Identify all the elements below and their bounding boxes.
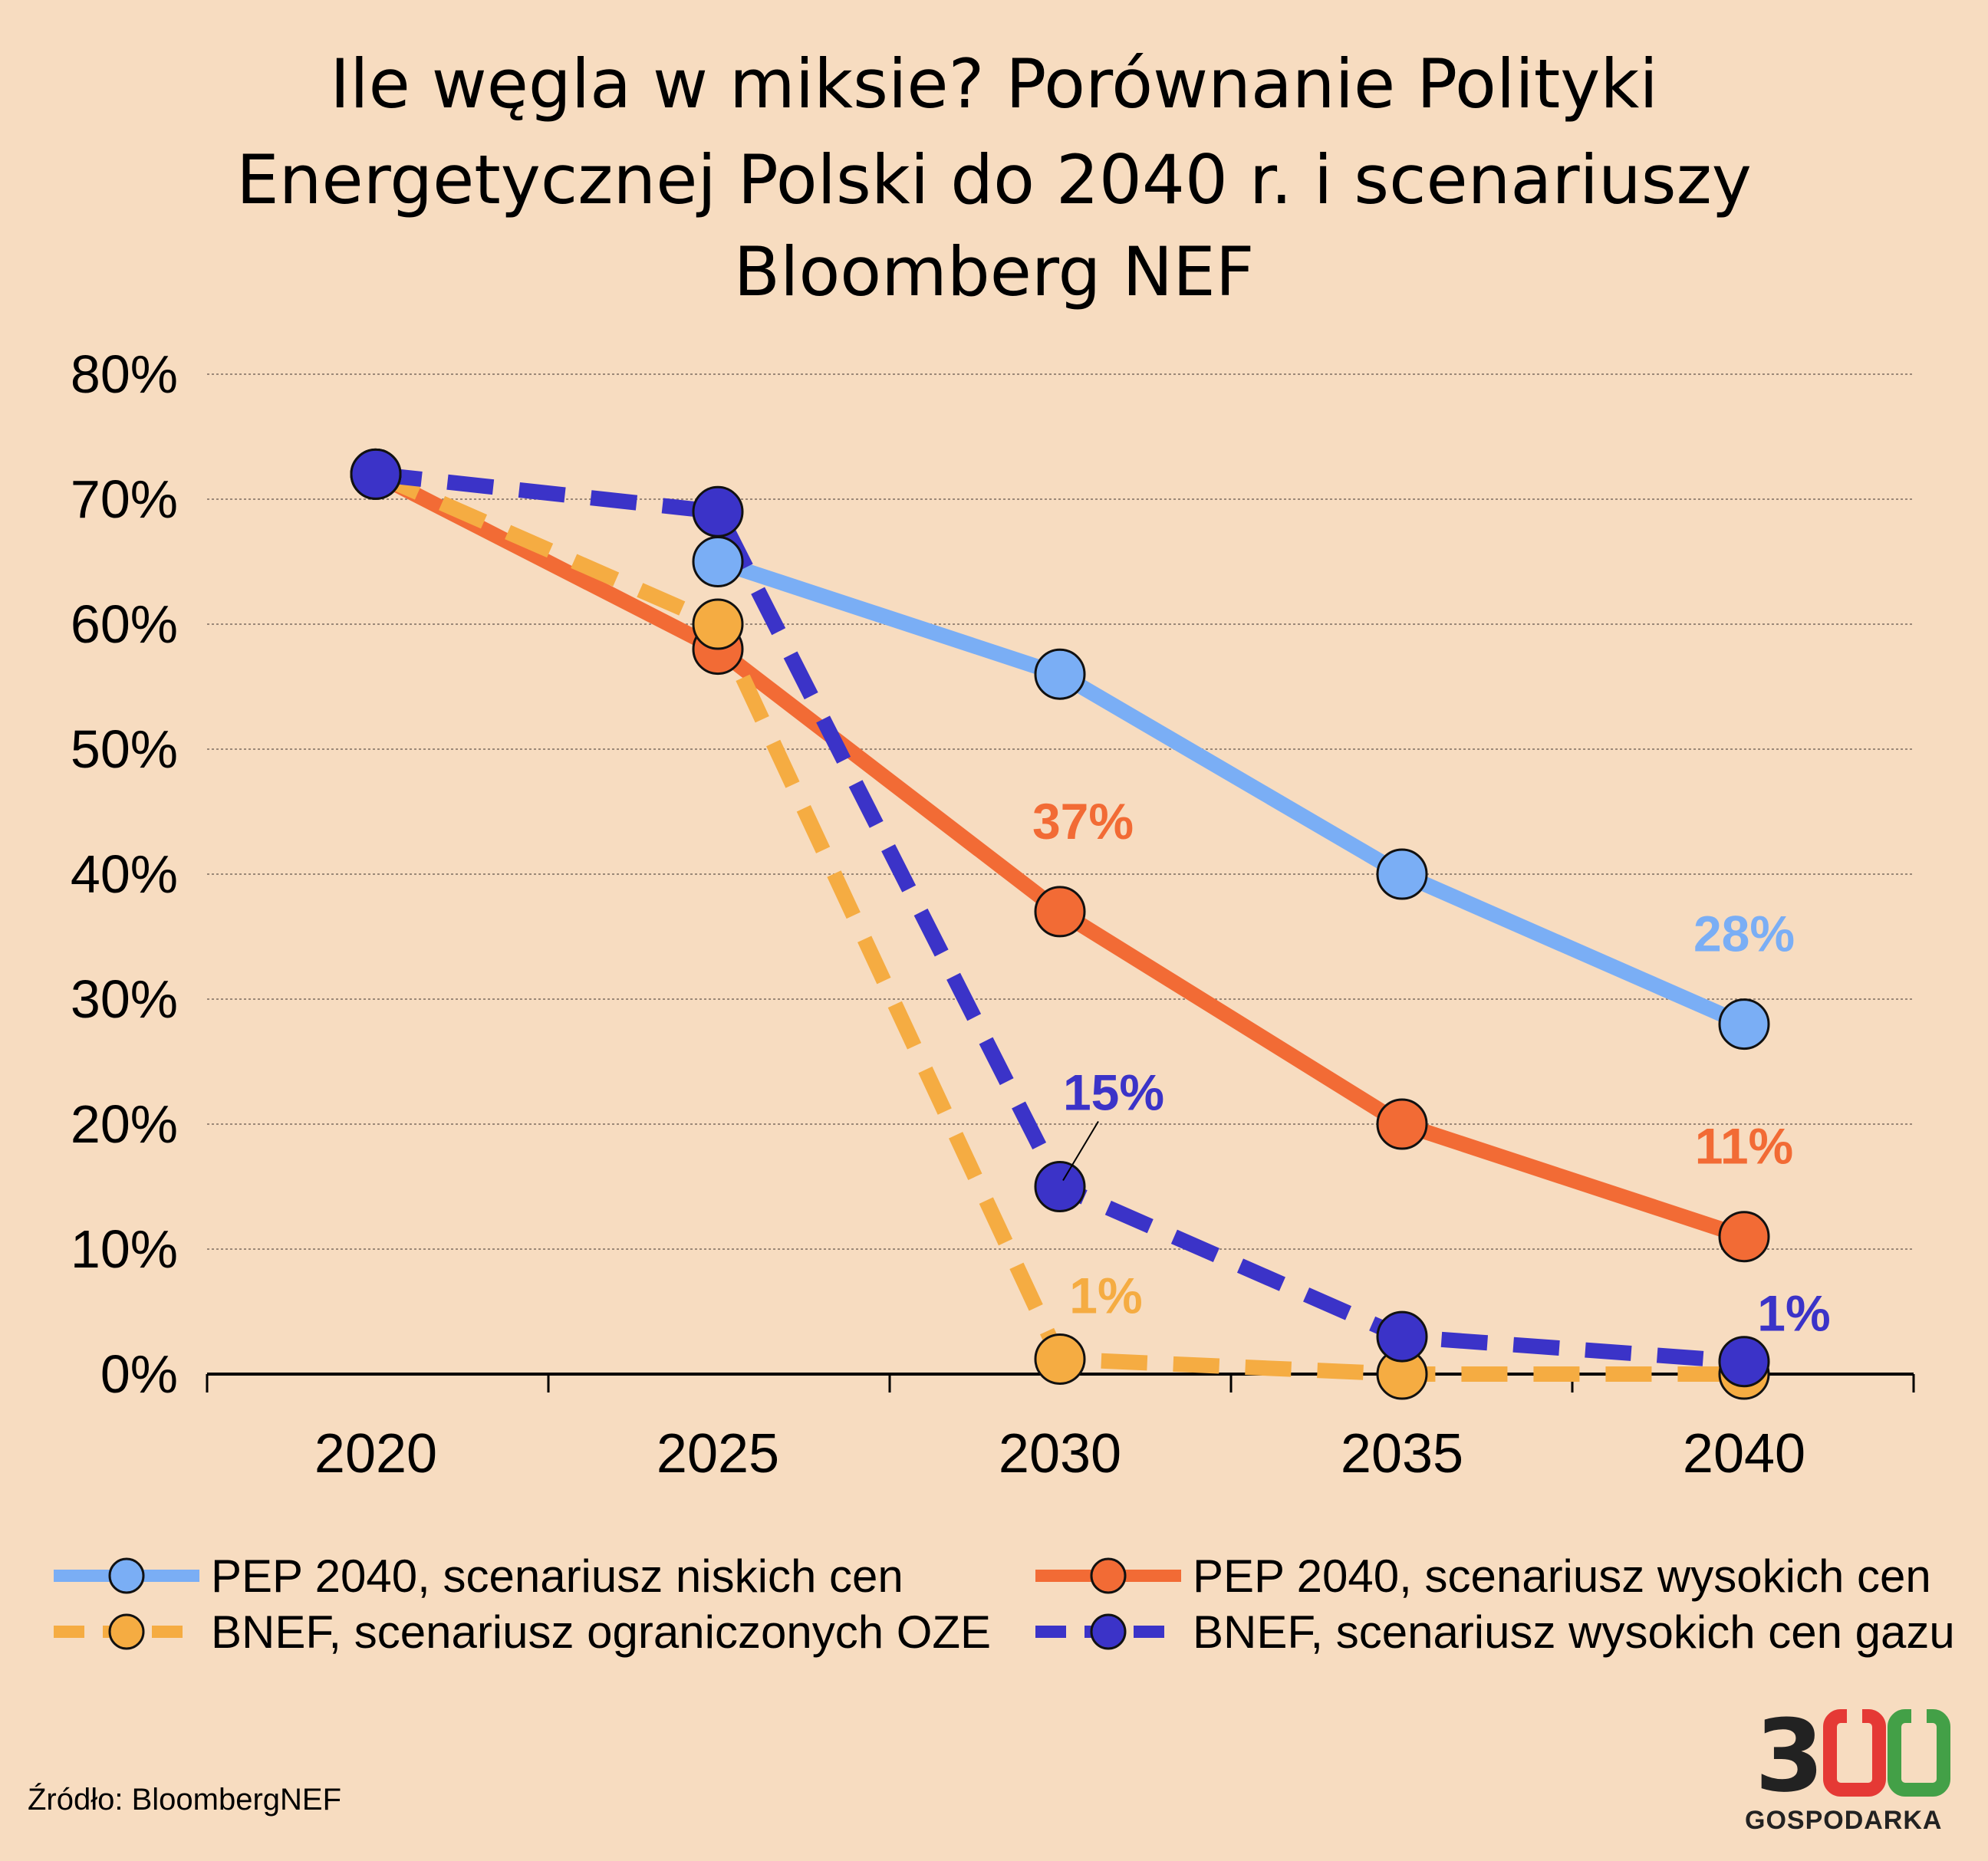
series-1-point	[1376, 1098, 1428, 1150]
title-line-1: Ile węgla w miksie? Porównanie Polityki	[330, 44, 1658, 123]
ytick-label: 0%	[100, 1344, 178, 1404]
title-line-2: Energetycznej Polski do 2040 r. i scenar…	[236, 140, 1752, 219]
logo-digit-0-green	[1888, 1707, 1950, 1797]
series-0-point	[1376, 848, 1428, 900]
logo-zero-notch	[1911, 1707, 1927, 1725]
legend: PEP 2040, scenariusz niskich cen PEP 2040…	[54, 1550, 1955, 1658]
xtick-label: 2040	[1683, 1423, 1805, 1485]
ytick-label: 50%	[71, 719, 178, 779]
legend-label: BNEF, scenariusz ograniczonych OZE	[211, 1606, 991, 1658]
legend-marker	[1090, 1613, 1127, 1650]
axes: 0% 10% 20% 30% 40% 50% 60% 70% 80% 2020 2025 2030 20…	[71, 344, 1915, 1485]
logo-zero-ring	[1888, 1709, 1950, 1797]
legend-label: BNEF, scenariusz wysokich cen gazu	[1193, 1606, 1955, 1658]
xtick-label: 2035	[1341, 1423, 1463, 1485]
gridlines	[207, 373, 1914, 1250]
logo-subtitle: GOSPODARKA	[1745, 1806, 1942, 1835]
series-0-point	[1718, 998, 1770, 1051]
legend-label: PEP 2040, scenariusz niskich cen	[211, 1550, 903, 1602]
xtick-label: 2025	[657, 1423, 779, 1485]
data-label: 15%	[1063, 1064, 1164, 1121]
series-line-1	[372, 467, 1747, 1245]
logo-digit-0-red	[1823, 1707, 1886, 1797]
series-markers	[350, 448, 1770, 1400]
data-label: 1%	[1069, 1267, 1142, 1323]
legend-item: PEP 2040, scenariusz niskich cen	[54, 1550, 903, 1602]
series-3-point	[350, 448, 402, 500]
xtick-label: 2030	[999, 1423, 1121, 1485]
series-0-point	[1034, 648, 1086, 700]
data-label: 37%	[1032, 793, 1134, 850]
series-3-point	[1034, 1161, 1086, 1212]
series-3-point	[1718, 1336, 1770, 1388]
data-label: 11%	[1695, 1118, 1793, 1175]
data-label: 28%	[1693, 906, 1795, 962]
ytick-label: 80%	[71, 344, 178, 404]
ytick-label: 70%	[71, 469, 178, 529]
series-3-point	[692, 485, 744, 538]
legend-marker	[1090, 1557, 1127, 1594]
legend-label: PEP 2040, scenariusz wysokich cen	[1193, 1550, 1931, 1602]
legend-item: BNEF, scenariusz ograniczonych OZE	[54, 1606, 991, 1658]
logo-zero-ring	[1823, 1709, 1886, 1797]
series-1-point	[1034, 886, 1086, 938]
legend-item: BNEF, scenariusz wysokich cen gazu	[1035, 1606, 1955, 1658]
series-line-0	[715, 554, 1748, 1031]
logo-300-gospodarka: 3 GOSPODARKA	[1745, 1698, 1950, 1835]
legend-item: PEP 2040, scenariusz wysokich cen	[1035, 1550, 1931, 1602]
ytick-label: 60%	[71, 594, 178, 654]
data-label: 1%	[1757, 1285, 1830, 1342]
ytick-label: 40%	[71, 844, 178, 904]
series-0-point	[692, 536, 744, 587]
data-labels: 28% 37% 11% 1% 15% 1%	[1032, 793, 1831, 1342]
ytick-label: 30%	[71, 969, 178, 1029]
source-note: Źródło: BloombergNEF	[28, 1782, 341, 1817]
title-line-3: Bloomberg NEF	[734, 232, 1255, 311]
series-1-point	[1718, 1211, 1770, 1263]
xtick-label: 2020	[314, 1423, 437, 1485]
series-2-point	[692, 598, 744, 650]
ytick-label: 10%	[71, 1219, 178, 1279]
logo-digit-3: 3	[1755, 1698, 1824, 1814]
legend-marker	[108, 1557, 145, 1594]
label-leader-line	[1062, 1120, 1099, 1182]
chart-title: Ile węgla w miksie? Porównanie Polityki …	[236, 44, 1752, 311]
series-2-point	[1034, 1333, 1086, 1385]
legend-marker	[108, 1613, 145, 1650]
logo-zero-notch	[1847, 1707, 1862, 1725]
ytick-label: 20%	[71, 1094, 178, 1154]
series-3-point	[1376, 1310, 1428, 1363]
